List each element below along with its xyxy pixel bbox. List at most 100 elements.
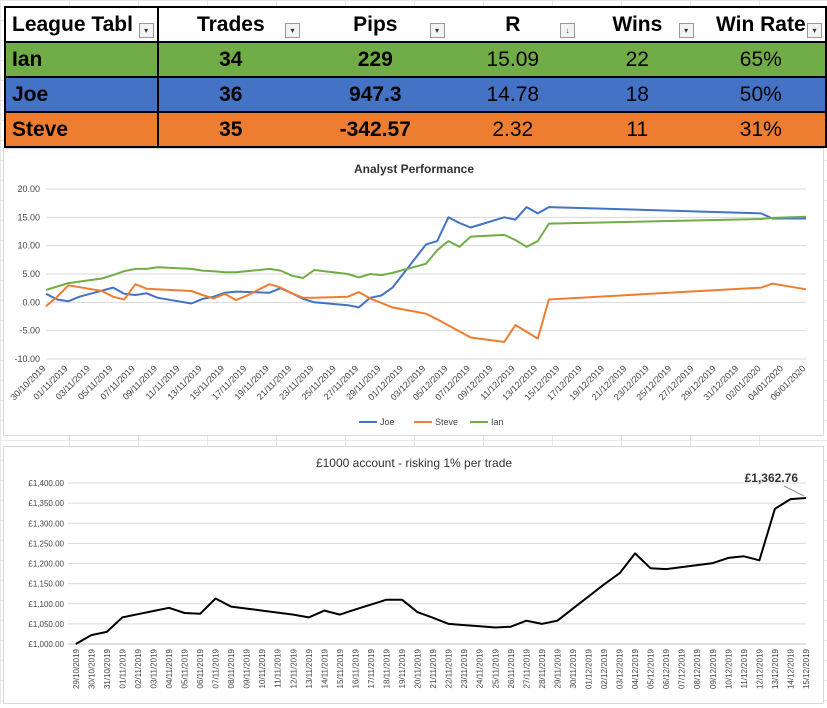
header-r[interactable]: R ↓ (447, 6, 578, 43)
x-tick-label: 31/10/2019 (103, 648, 112, 689)
x-tick-label: 09/12/2019 (709, 648, 718, 689)
x-tick-label: 08/11/2019 (227, 648, 236, 688)
cell-win-rate[interactable]: 50% (696, 77, 827, 113)
x-tick-label: 29/10/2019 (72, 648, 81, 689)
filter-dropdown-icon[interactable]: ▾ (138, 23, 154, 38)
series-line-ian (45, 215, 807, 291)
cell-pips[interactable]: 947.3 (303, 77, 448, 113)
x-tick-label: 30/11/2019 (569, 648, 578, 688)
y-tick-label: £1,300.00 (28, 519, 64, 528)
x-tick-label: 02/12/2019 (600, 648, 609, 689)
x-tick-label: 30/10/2019 (87, 648, 96, 689)
x-tick-label: 12/12/2019 (755, 648, 764, 689)
x-tick-label: 01/11/2019 (118, 648, 127, 688)
cell-win-rate[interactable]: 65% (696, 42, 827, 78)
x-tick-label: 18/11/2019 (383, 648, 392, 688)
header-pips[interactable]: Pips ▾ (303, 6, 448, 43)
filter-dropdown-icon[interactable]: ▾ (285, 23, 301, 38)
league-table-header: League Tabl ▾ Trades ▾ Pips ▾ R ↓ Wins ▾ Win … (4, 6, 827, 43)
x-tick-label: 07/11/2019 (212, 648, 221, 688)
x-tick-label: 05/12/2019 (647, 648, 656, 689)
x-tick-label: 29/11/2019 (553, 648, 562, 688)
y-tick-label: £1,000.00 (28, 640, 64, 649)
cell-wins[interactable]: 18 (578, 77, 697, 113)
cell-trades[interactable]: 35 (157, 112, 304, 148)
y-tick-label: £1,250.00 (28, 539, 64, 548)
x-tick-label: 06/12/2019 (662, 648, 671, 689)
legend-label-steve: Steve (435, 417, 458, 427)
x-tick-label: 01/12/2019 (584, 648, 593, 689)
cell-pips[interactable]: -342.57 (303, 112, 448, 148)
account-growth-chart[interactable]: £1000 account - risking 1% per trade £1,0… (3, 446, 824, 704)
x-tick-label: 12/11/2019 (289, 648, 298, 688)
x-tick-label: 14/12/2019 (786, 648, 795, 689)
y-tick-label: 10.00 (17, 241, 40, 251)
cell-r[interactable]: 2.32 (447, 112, 578, 148)
x-tick-label: 17/11/2019 (367, 648, 376, 688)
cell-analyst[interactable]: Joe (4, 77, 159, 113)
x-tick-label: 10/12/2019 (724, 648, 733, 689)
y-tick-label: £1,150.00 (28, 580, 64, 589)
cell-pips[interactable]: 229 (303, 42, 448, 78)
league-table: League Tabl ▾ Trades ▾ Pips ▾ R ↓ Wins ▾ Win … (4, 6, 827, 148)
header-wins[interactable]: Wins ▾ (578, 6, 697, 43)
y-tick-label: 15.00 (17, 212, 40, 222)
cell-trades[interactable]: 36 (157, 77, 304, 113)
header-league-table[interactable]: League Tabl ▾ (4, 6, 159, 43)
table-row: Joe 36 947.3 14.78 18 50% (4, 77, 827, 113)
data-label: £1,362.76 (745, 471, 799, 485)
y-tick-label: £1,200.00 (28, 560, 64, 569)
x-tick-label: 15/11/2019 (336, 648, 345, 688)
cell-analyst[interactable]: Steve (4, 112, 159, 148)
y-tick-label: -10.00 (14, 354, 40, 364)
header-win-rate[interactable]: Win Rate ▾ (696, 6, 827, 43)
cell-wins[interactable]: 22 (578, 42, 697, 78)
y-tick-label: £1,350.00 (28, 499, 64, 508)
filter-dropdown-icon[interactable]: ▾ (429, 23, 445, 38)
x-tick-label: 23/11/2019 (460, 648, 469, 688)
x-tick-label: 04/11/2019 (165, 648, 174, 688)
x-tick-label: 10/11/2019 (258, 648, 267, 688)
x-tick-label: 03/11/2019 (149, 648, 158, 688)
y-tick-label: -5.00 (19, 326, 40, 336)
cell-r[interactable]: 15.09 (447, 42, 578, 78)
cell-analyst[interactable]: Ian (4, 42, 159, 78)
x-tick-label: 14/11/2019 (320, 648, 329, 688)
x-tick-label: 16/11/2019 (351, 648, 360, 688)
x-tick-label: 15/12/2019 (802, 648, 811, 689)
filter-dropdown-icon[interactable]: ▾ (807, 23, 822, 38)
chart-title: £1000 account - risking 1% per trade (316, 456, 512, 470)
x-tick-label: 06/11/2019 (196, 648, 205, 688)
y-tick-label: £1,400.00 (28, 479, 64, 488)
series-line-joe (45, 206, 806, 309)
header-trades[interactable]: Trades ▾ (157, 6, 304, 43)
series-line-account (75, 497, 807, 645)
table-row: Ian 34 229 15.09 22 65% (4, 42, 827, 78)
account-growth-svg: £1000 account - risking 1% per trade £1,0… (28, 456, 811, 689)
x-tick-label: 24/11/2019 (476, 648, 485, 688)
x-tick-label: 11/12/2019 (740, 648, 749, 688)
x-tick-label: 28/11/2019 (538, 648, 547, 688)
y-tick-label: 20.00 (17, 184, 40, 194)
y-tick-label: 5.00 (22, 269, 40, 279)
cell-wins[interactable]: 11 (578, 112, 697, 148)
x-tick-label: 22/11/2019 (445, 648, 454, 688)
data-label-leader (783, 485, 805, 497)
cell-r[interactable]: 14.78 (447, 77, 578, 113)
legend-label-joe: Joe (380, 417, 395, 427)
filter-dropdown-icon[interactable]: ▾ (678, 23, 694, 38)
x-tick-label: 07/12/2019 (678, 648, 687, 689)
analyst-performance-chart[interactable]: Analyst Performance -10.00 -5.00 0.00 5.00 10… (3, 148, 824, 436)
cell-trades[interactable]: 34 (157, 42, 304, 78)
x-tick-label: 20/11/2019 (414, 648, 423, 688)
cell-win-rate[interactable]: 31% (696, 112, 827, 148)
analyst-performance-svg: Analyst Performance -10.00 -5.00 0.00 5.00 10… (8, 162, 807, 427)
x-tick-label: 11/11/2019 (274, 648, 283, 687)
y-tick-label: 0.00 (22, 297, 40, 307)
x-tick-label: 21/11/2019 (429, 648, 438, 688)
sort-descending-icon[interactable]: ↓ (560, 23, 575, 38)
table-row: Steve 35 -342.57 2.32 11 31% (4, 112, 827, 148)
x-tick-label: 26/11/2019 (507, 648, 516, 688)
legend-label-ian: Ian (491, 417, 504, 427)
chart-title: Analyst Performance (354, 162, 474, 176)
